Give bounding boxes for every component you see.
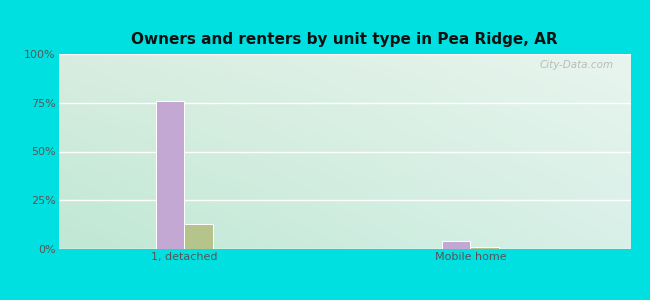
Bar bbox=[471, 247, 499, 249]
Bar bbox=[155, 101, 185, 249]
Title: Owners and renters by unit type in Pea Ridge, AR: Owners and renters by unit type in Pea R… bbox=[131, 32, 558, 47]
Bar bbox=[185, 224, 213, 249]
Text: City-Data.com: City-Data.com bbox=[540, 60, 614, 70]
Bar bbox=[441, 241, 471, 249]
